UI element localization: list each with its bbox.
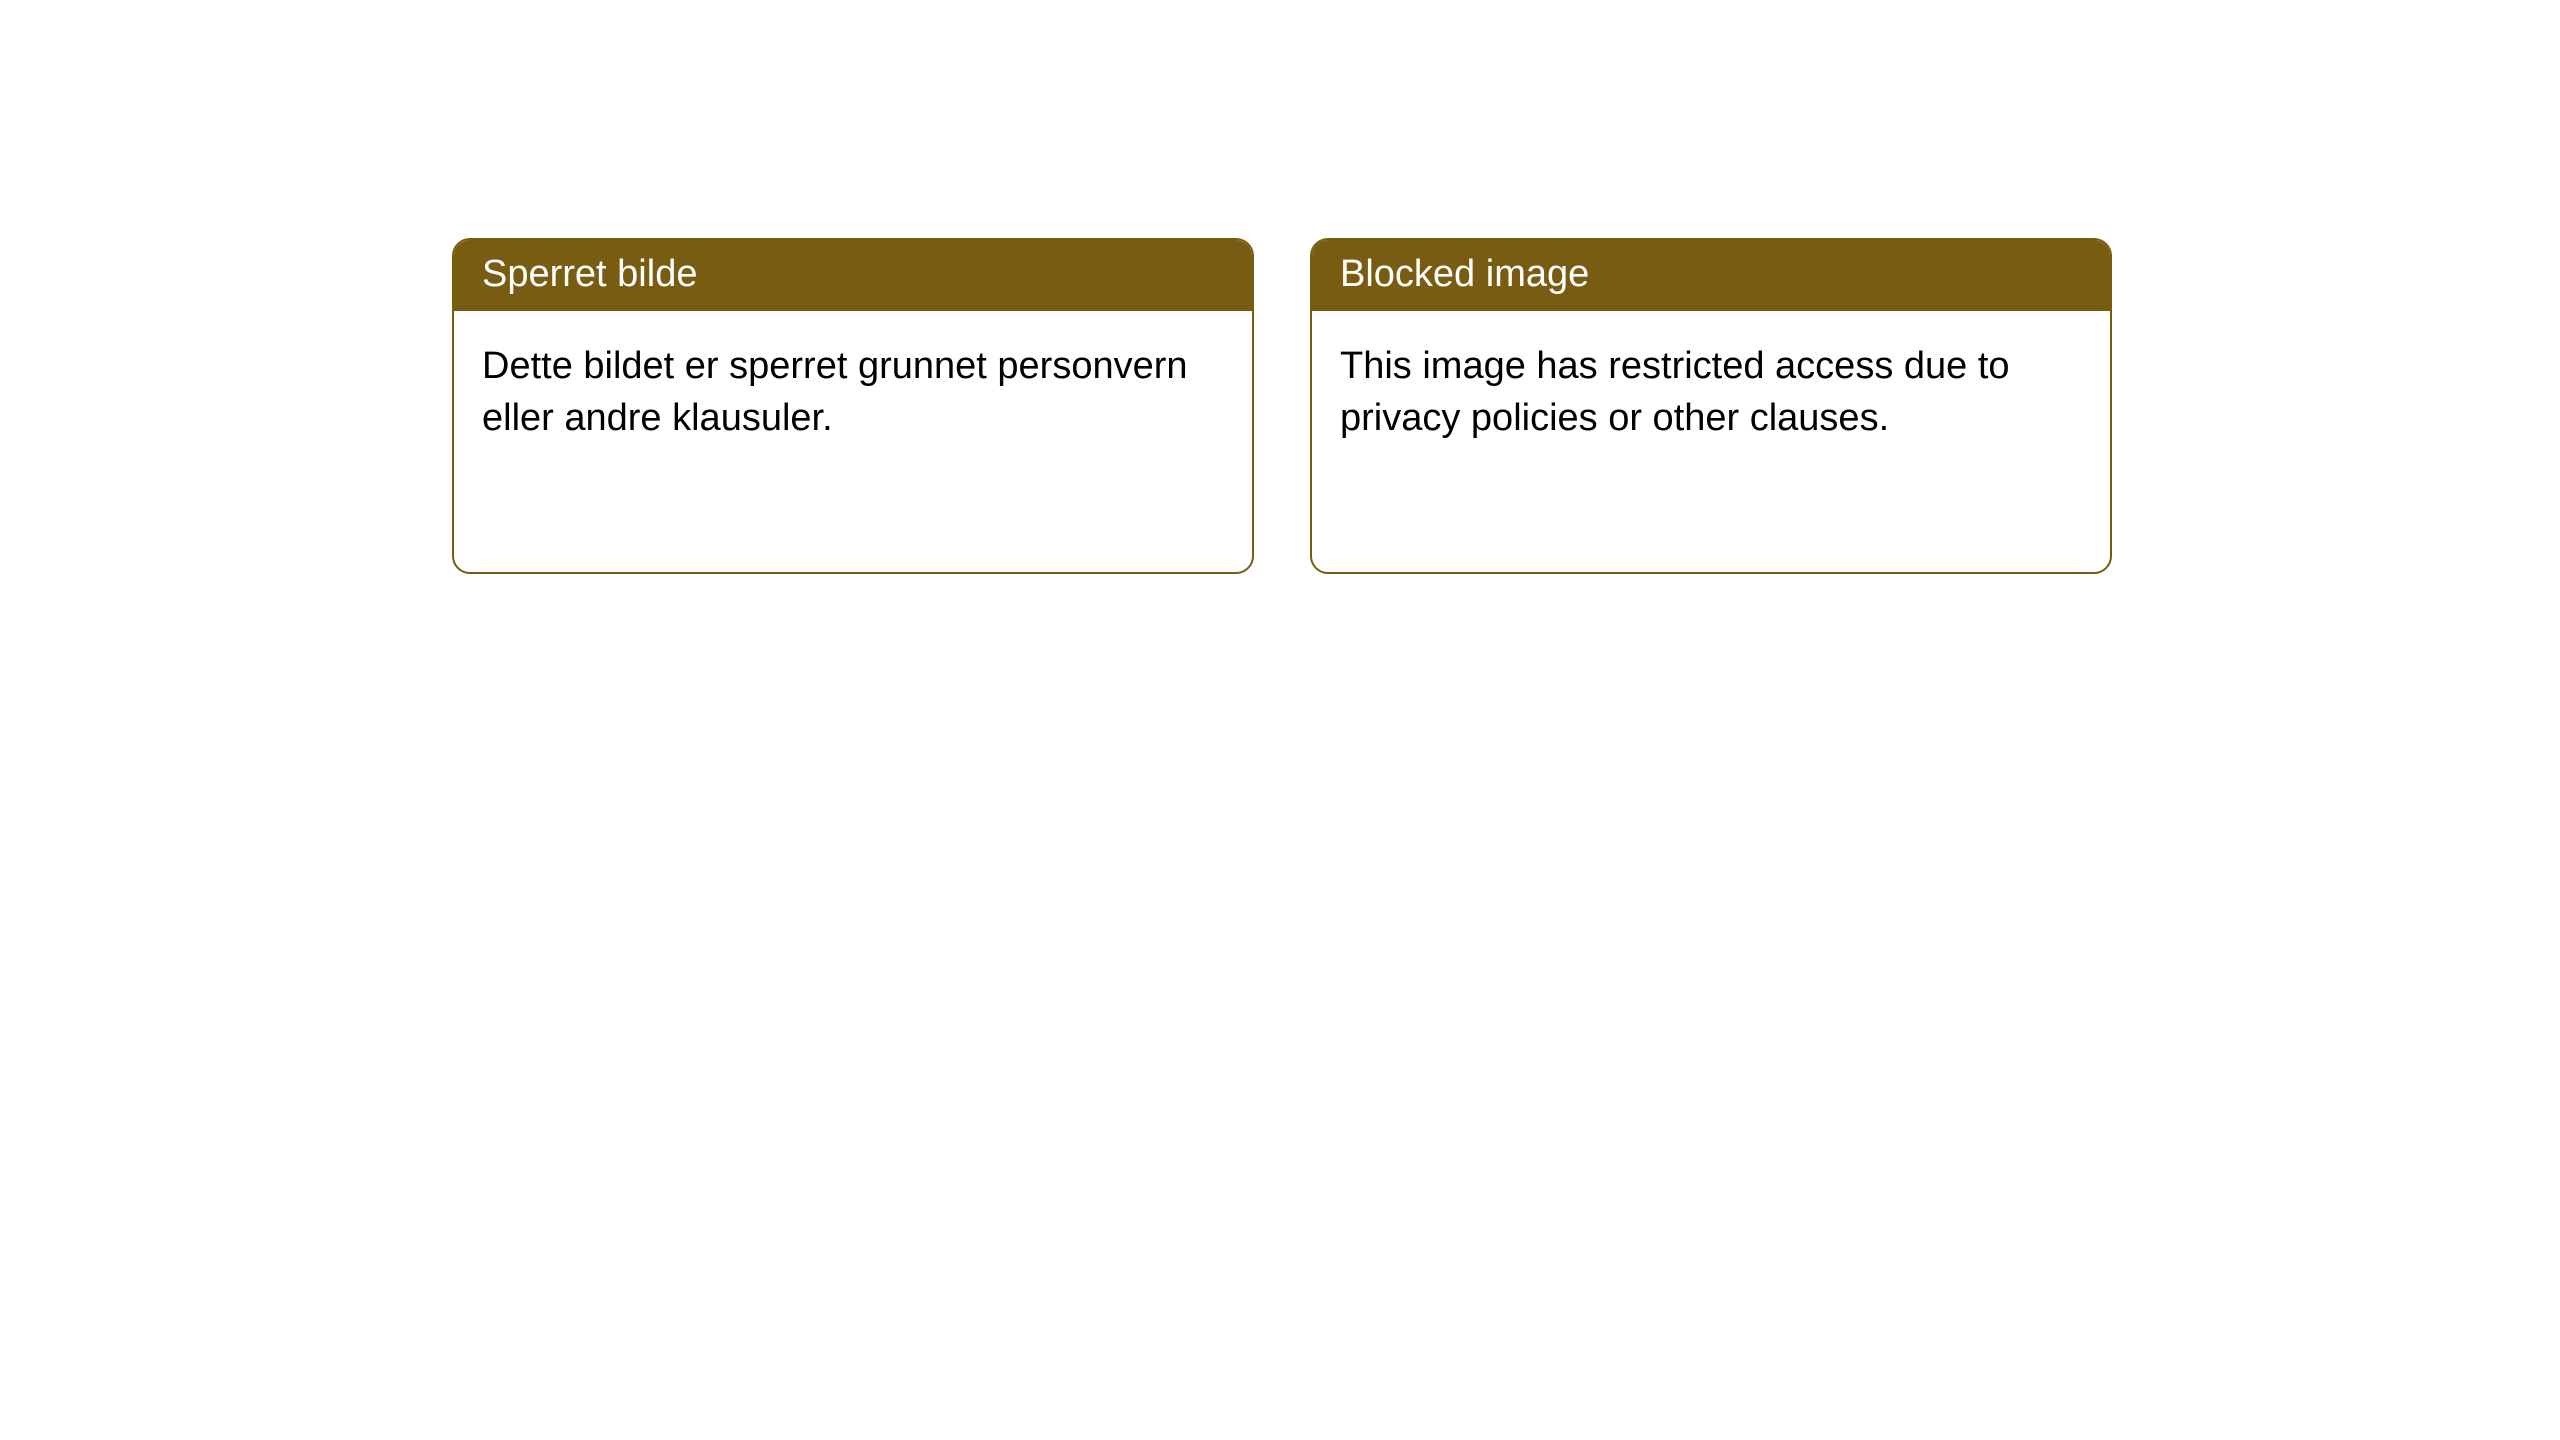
notice-title-norwegian: Sperret bilde bbox=[454, 240, 1252, 311]
notice-box-english: Blocked image This image has restricted … bbox=[1310, 238, 2112, 574]
notice-title-english: Blocked image bbox=[1312, 240, 2110, 311]
notice-body-english: This image has restricted access due to … bbox=[1312, 311, 2110, 474]
notice-box-norwegian: Sperret bilde Dette bildet er sperret gr… bbox=[452, 238, 1254, 574]
blocked-image-notices: Sperret bilde Dette bildet er sperret gr… bbox=[452, 238, 2112, 574]
notice-body-norwegian: Dette bildet er sperret grunnet personve… bbox=[454, 311, 1252, 474]
